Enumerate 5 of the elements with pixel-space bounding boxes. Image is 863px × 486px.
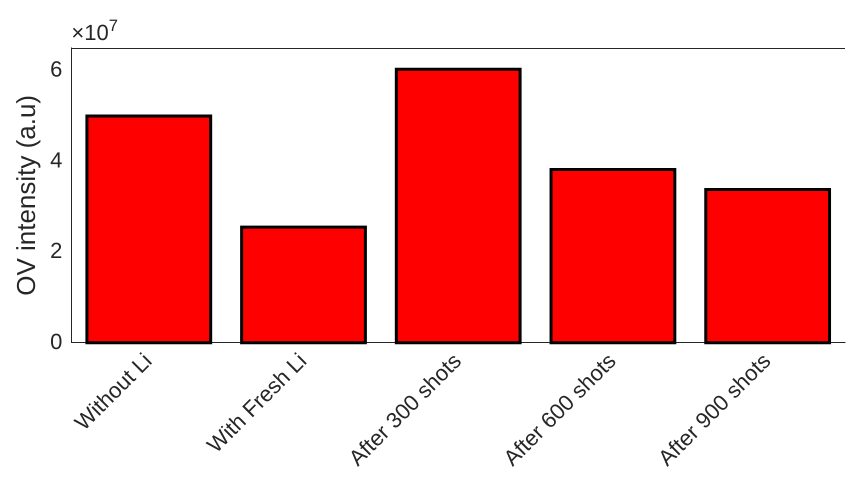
y-axis-title: OV intensity (a.u) xyxy=(10,94,41,296)
y-tick-label: 4 xyxy=(50,147,62,172)
y-tick-label: 6 xyxy=(50,56,62,82)
y-tick-label: 2 xyxy=(50,238,62,264)
y-tick-label: 0 xyxy=(50,328,62,354)
